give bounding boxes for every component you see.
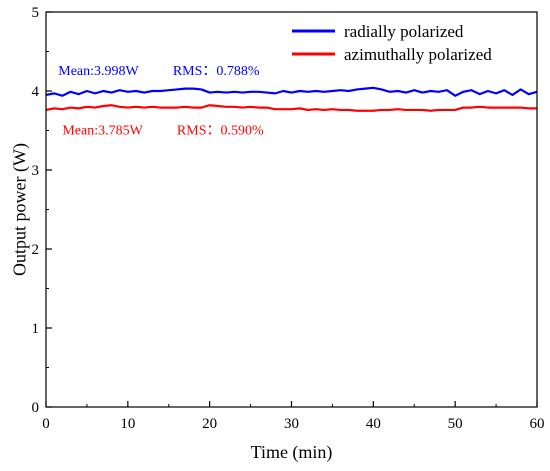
x-axis-label: Time (min) xyxy=(251,442,333,463)
x-tick-label: 10 xyxy=(120,416,135,432)
y-axis-label: Output power (W) xyxy=(9,143,30,276)
x-tick-label: 50 xyxy=(448,416,463,432)
legend-label: radially polarized xyxy=(344,22,464,41)
annotation-text: RMS：0.788% xyxy=(173,64,260,79)
x-tick-label: 40 xyxy=(366,416,381,432)
y-tick-label: 2 xyxy=(32,242,40,258)
annotation-text: RMS：0.590% xyxy=(177,123,264,138)
x-tick-label: 20 xyxy=(202,416,217,432)
legend-label: azimuthally polarized xyxy=(344,45,492,64)
annotation-text: Mean:3.998W xyxy=(58,64,139,79)
legend: radially polarized azimuthally polarized xyxy=(292,22,492,64)
x-tick-label: 60 xyxy=(530,416,545,432)
series-line-0 xyxy=(45,86,538,97)
annotation-text: Mean:3.785W xyxy=(62,123,143,138)
x-tick-label: 30 xyxy=(284,416,299,432)
y-tick-label: 3 xyxy=(32,163,40,179)
y-tick-label: 5 xyxy=(32,5,40,21)
y-tick-label: 1 xyxy=(32,321,40,337)
y-tick-label: 0 xyxy=(32,400,40,416)
x-tick-label: 0 xyxy=(42,416,50,432)
annotation-layer: Mean:3.998W RMS：0.788% Mean:3.785W RMS：0.59… xyxy=(58,64,264,138)
y-tick-label: 4 xyxy=(32,84,40,100)
ticks-layer: 0 10 20 30 40 50 60 0 1 2 3 4 5 xyxy=(32,5,545,432)
series-layer xyxy=(45,86,538,112)
series-line-1 xyxy=(45,104,537,112)
